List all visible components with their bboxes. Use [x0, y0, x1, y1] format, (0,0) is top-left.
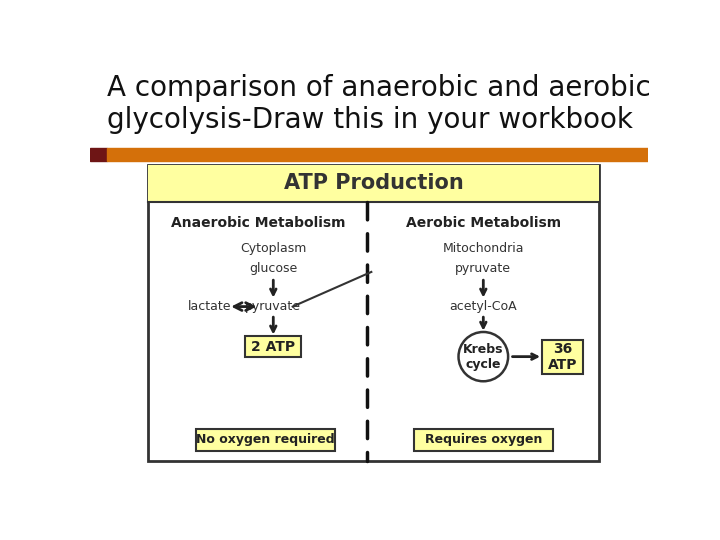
Circle shape	[459, 332, 508, 381]
Bar	[107, 148, 648, 161]
Bar	[413, 429, 553, 450]
Text: acetyl-CoA: acetyl-CoA	[449, 300, 517, 313]
Bar	[90, 148, 107, 161]
Text: Requires oxygen: Requires oxygen	[425, 433, 542, 446]
Text: A comparison of anaerobic and aerobic
glycolysis-Draw this in your workbook: A comparison of anaerobic and aerobic gl…	[107, 74, 651, 134]
Bar	[246, 336, 301, 357]
Text: Cytoplasm: Cytoplasm	[240, 241, 307, 254]
Text: pyruvate: pyruvate	[455, 261, 511, 274]
Text: Mitochondria: Mitochondria	[443, 241, 524, 254]
Text: No oxygen required: No oxygen required	[197, 433, 335, 446]
Text: Krebs
cycle: Krebs cycle	[463, 342, 503, 370]
Text: lactate: lactate	[188, 300, 232, 313]
Text: Anaerobic Metabolism: Anaerobic Metabolism	[171, 217, 345, 231]
Text: 36
ATP: 36 ATP	[548, 341, 577, 372]
Text: 2 ATP: 2 ATP	[251, 340, 295, 354]
Bar	[148, 165, 599, 202]
Bar	[148, 165, 599, 461]
Text: pyruvate: pyruvate	[246, 300, 301, 313]
Text: glucose: glucose	[249, 261, 297, 274]
Bar	[196, 429, 336, 450]
Text: Aerobic Metabolism: Aerobic Metabolism	[406, 217, 561, 231]
Bar	[542, 340, 582, 374]
Text: ATP Production: ATP Production	[284, 173, 464, 193]
